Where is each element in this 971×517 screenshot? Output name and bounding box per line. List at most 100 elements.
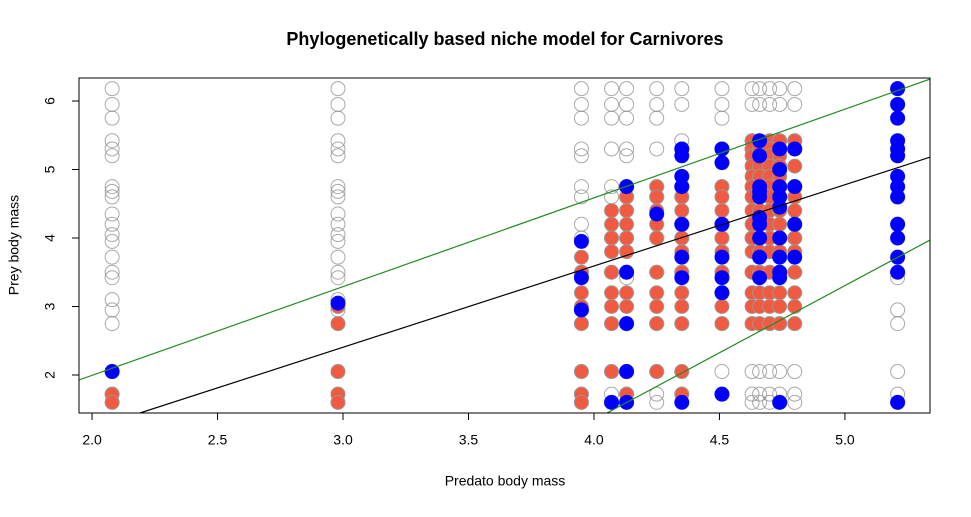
fit-line bbox=[139, 156, 930, 413]
point bbox=[573, 233, 589, 249]
point bbox=[330, 133, 346, 149]
point bbox=[890, 302, 906, 318]
point bbox=[772, 270, 788, 286]
point bbox=[714, 316, 730, 332]
point bbox=[573, 302, 589, 318]
point bbox=[890, 110, 906, 126]
point bbox=[674, 394, 690, 410]
point bbox=[573, 81, 589, 97]
point bbox=[714, 386, 730, 402]
point bbox=[787, 298, 803, 314]
point bbox=[714, 96, 730, 112]
point bbox=[752, 148, 768, 164]
y-tick-label: 3 bbox=[42, 302, 58, 310]
point bbox=[772, 285, 788, 301]
y-tick-label: 6 bbox=[42, 97, 58, 105]
point bbox=[744, 96, 760, 112]
point bbox=[604, 110, 620, 126]
point bbox=[752, 133, 768, 149]
point bbox=[752, 81, 768, 97]
point bbox=[890, 264, 906, 280]
fit-line bbox=[79, 78, 930, 381]
point bbox=[787, 264, 803, 280]
point bbox=[674, 364, 690, 380]
point bbox=[104, 81, 120, 97]
x-tick-label: 2.0 bbox=[82, 432, 102, 448]
point bbox=[714, 270, 730, 286]
point bbox=[714, 189, 730, 205]
point bbox=[752, 386, 768, 402]
point bbox=[573, 110, 589, 126]
x-tick-label: 4.0 bbox=[584, 432, 604, 448]
point bbox=[787, 230, 803, 246]
point bbox=[890, 364, 906, 380]
point bbox=[772, 230, 788, 246]
point bbox=[604, 230, 620, 246]
point bbox=[330, 110, 346, 126]
point bbox=[104, 179, 120, 195]
point bbox=[330, 295, 346, 311]
point bbox=[762, 81, 778, 97]
point bbox=[573, 394, 589, 410]
point bbox=[104, 292, 120, 308]
point bbox=[714, 249, 730, 265]
point bbox=[330, 316, 346, 332]
point bbox=[604, 244, 620, 260]
point bbox=[787, 158, 803, 174]
fit-line bbox=[606, 239, 930, 413]
point bbox=[604, 203, 620, 219]
point bbox=[330, 179, 346, 195]
point bbox=[890, 216, 906, 232]
point bbox=[744, 364, 760, 380]
point bbox=[890, 316, 906, 332]
point bbox=[573, 270, 589, 286]
point bbox=[714, 285, 730, 301]
point bbox=[744, 81, 760, 97]
point bbox=[573, 249, 589, 265]
point bbox=[619, 364, 635, 380]
point bbox=[649, 230, 665, 246]
point bbox=[330, 249, 346, 265]
point bbox=[787, 81, 803, 97]
point bbox=[619, 141, 635, 157]
point bbox=[604, 316, 620, 332]
x-tick-label: 3.5 bbox=[459, 432, 479, 448]
point bbox=[573, 96, 589, 112]
x-axis-label: Predato body mass bbox=[445, 473, 566, 489]
point bbox=[604, 96, 620, 112]
point bbox=[649, 394, 665, 410]
point bbox=[649, 189, 665, 205]
point bbox=[649, 264, 665, 280]
point bbox=[619, 298, 635, 314]
x-tick-label: 2.5 bbox=[208, 432, 228, 448]
point bbox=[619, 285, 635, 301]
point bbox=[604, 364, 620, 380]
point bbox=[714, 110, 730, 126]
y-tick-label: 5 bbox=[42, 165, 58, 173]
point bbox=[649, 206, 665, 222]
point bbox=[330, 148, 346, 164]
point bbox=[890, 148, 906, 164]
chart-title: Phylogenetically based niche model for C… bbox=[286, 29, 723, 49]
point bbox=[619, 81, 635, 97]
point bbox=[604, 81, 620, 97]
point bbox=[604, 298, 620, 314]
point bbox=[573, 285, 589, 301]
point bbox=[619, 148, 635, 164]
point bbox=[772, 96, 788, 112]
point bbox=[649, 96, 665, 112]
point bbox=[714, 230, 730, 246]
point bbox=[619, 216, 635, 232]
point bbox=[330, 264, 346, 280]
point bbox=[330, 96, 346, 112]
point bbox=[604, 216, 620, 232]
point bbox=[104, 302, 120, 318]
point bbox=[104, 133, 120, 149]
point bbox=[604, 285, 620, 301]
point bbox=[674, 270, 690, 286]
point bbox=[772, 216, 788, 232]
point bbox=[330, 394, 346, 410]
point bbox=[619, 110, 635, 126]
point bbox=[890, 230, 906, 246]
point bbox=[330, 364, 346, 380]
